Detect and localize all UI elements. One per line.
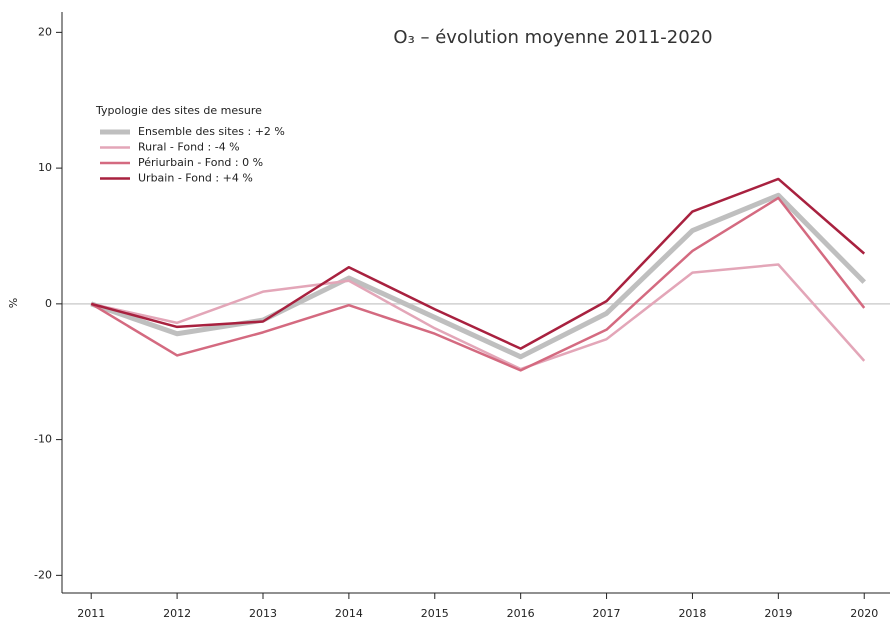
x-tick-label: 2012 <box>163 607 191 620</box>
chart-title: O₃ – évolution moyenne 2011-2020 <box>393 27 712 48</box>
x-tick-label: 2020 <box>850 607 878 620</box>
legend-label: Ensemble des sites : +2 % <box>138 125 285 138</box>
legend-title: Typologie des sites de mesure <box>95 104 262 117</box>
x-tick-label: 2011 <box>77 607 105 620</box>
series-line <box>90 177 866 350</box>
series-line <box>90 192 867 360</box>
legend-label: Périurbain - Fond : 0 % <box>138 156 263 169</box>
y-tick-label: -20 <box>34 568 52 581</box>
y-tick-label: 20 <box>38 25 52 38</box>
x-tick-label: 2017 <box>593 607 621 620</box>
y-axis-label: % <box>7 298 20 308</box>
x-tick-label: 2018 <box>678 607 706 620</box>
legend-label: Urbain - Fond : +4 % <box>138 172 253 185</box>
x-tick-label: 2016 <box>507 607 535 620</box>
x-tick-label: 2015 <box>421 607 449 620</box>
legend-label: Rural - Fond : -4 % <box>138 141 240 154</box>
y-tick-label: 10 <box>38 161 52 174</box>
y-tick-label: 0 <box>45 297 52 310</box>
x-tick-label: 2014 <box>335 607 363 620</box>
series-line <box>90 196 866 372</box>
x-tick-label: 2013 <box>249 607 277 620</box>
y-tick-label: -10 <box>34 433 52 446</box>
series-line <box>90 263 866 371</box>
x-tick-label: 2019 <box>764 607 792 620</box>
